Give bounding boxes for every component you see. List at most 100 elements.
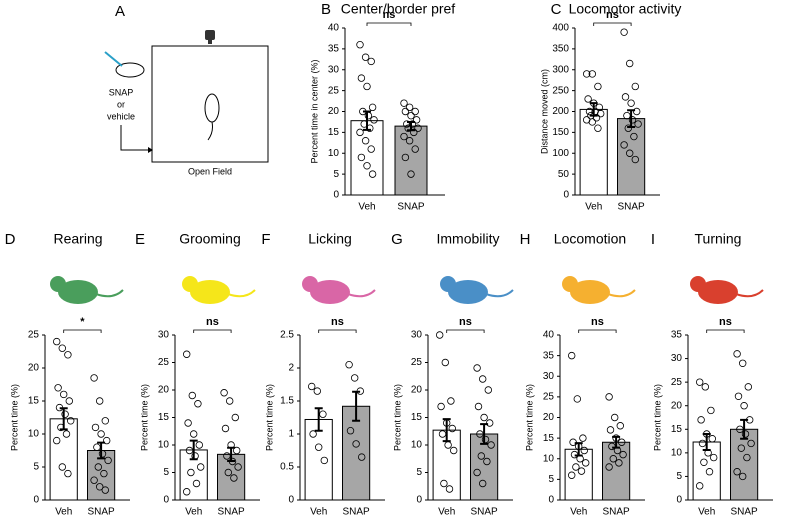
data-point: [368, 170, 377, 178]
data-point: [740, 402, 748, 410]
y-tick-label: 5: [676, 471, 682, 482]
data-point: [230, 474, 238, 482]
y-tick-label: 250: [552, 85, 569, 96]
data-point: [579, 434, 587, 442]
data-point: [94, 463, 102, 471]
data-point: [95, 483, 104, 491]
data-point: [62, 430, 71, 438]
x-tick-label: SNAP: [87, 507, 115, 515]
data-point: [359, 107, 367, 116]
y-tick-label: 15: [158, 412, 170, 423]
animal-icon: [310, 280, 350, 304]
animal-icon: [562, 276, 578, 292]
animal-icon: [735, 289, 764, 298]
y-tick-label: 30: [411, 330, 423, 341]
data-point: [357, 74, 366, 82]
data-point: [64, 351, 72, 359]
animal-icon: [50, 276, 66, 292]
data-point: [739, 359, 747, 367]
data-point: [597, 109, 605, 118]
data-point: [53, 436, 61, 445]
panel-label: I: [651, 231, 655, 248]
data-point: [192, 479, 201, 488]
y-tick-label: 0.5: [280, 462, 294, 473]
animal-icon: [302, 276, 318, 292]
data-point: [479, 479, 487, 488]
data-point: [367, 57, 375, 66]
data-point: [91, 423, 100, 432]
y-tick-label: 10: [671, 447, 683, 458]
data-point: [220, 389, 228, 397]
significance-bracket: [593, 22, 632, 26]
data-point: [403, 120, 411, 128]
data-point: [345, 361, 353, 369]
animal-icon: [570, 280, 610, 304]
y-tick-label: 2.5: [280, 330, 294, 341]
data-point: [66, 417, 75, 425]
chart-title: Locomotor activity: [569, 1, 682, 17]
data-point: [569, 438, 577, 446]
data-point: [588, 118, 596, 126]
data-point: [407, 170, 415, 178]
data-point: [101, 417, 109, 425]
data-point: [473, 468, 481, 477]
camera: [205, 30, 215, 40]
data-point: [447, 397, 455, 405]
y-tick-label: 200: [552, 106, 569, 117]
data-point: [474, 402, 483, 411]
data-point: [58, 344, 66, 352]
y-axis-label: Percent time (%): [392, 384, 402, 451]
data-point: [411, 107, 419, 116]
data-point: [224, 468, 232, 477]
data-point: [736, 425, 744, 433]
data-point: [708, 435, 716, 443]
y-tick-label: 20: [158, 385, 170, 396]
data-point: [630, 132, 638, 141]
data-point: [700, 458, 708, 466]
y-axis-label: Percent time (%): [652, 384, 662, 451]
tail: [207, 121, 213, 141]
y-tick-label: 30: [543, 371, 555, 382]
y-tick-label: 35: [328, 44, 340, 55]
data-point: [734, 392, 743, 400]
panel-label: D: [5, 231, 16, 248]
data-point: [582, 459, 590, 467]
data-point: [356, 128, 364, 137]
data-point: [476, 430, 484, 438]
y-tick-label: 5: [416, 467, 422, 478]
data-point: [705, 468, 714, 476]
panel-label: A: [115, 3, 125, 20]
data-point: [594, 82, 602, 91]
data-point: [605, 463, 613, 471]
bar: [692, 441, 721, 501]
injection-text: SNAP: [109, 87, 134, 97]
data-point: [366, 124, 374, 132]
data-point: [188, 391, 196, 400]
significance-bracket: [63, 329, 102, 333]
significance-label: *: [80, 316, 85, 328]
significance-bracket: [193, 329, 232, 333]
data-point: [98, 450, 107, 458]
data-point: [53, 337, 61, 346]
data-point: [400, 132, 408, 141]
data-point: [577, 467, 586, 475]
data-point: [619, 450, 627, 459]
data-point: [412, 116, 421, 124]
panel-label: E: [135, 231, 145, 248]
data-point: [481, 435, 490, 444]
error-bar: [442, 418, 451, 443]
data-point: [182, 488, 191, 496]
data-point: [346, 427, 355, 435]
animal-icon: [448, 280, 488, 304]
data-point: [486, 419, 494, 427]
data-point: [58, 463, 66, 471]
x-tick-label: SNAP: [342, 507, 370, 515]
error-bar: [352, 390, 361, 422]
data-point: [575, 442, 583, 451]
mouse-sketch: [204, 93, 220, 123]
x-tick-label: Veh: [185, 507, 202, 515]
data-point: [624, 124, 632, 132]
y-tick-label: 15: [671, 424, 683, 435]
data-point: [746, 416, 754, 424]
data-point: [739, 472, 747, 481]
